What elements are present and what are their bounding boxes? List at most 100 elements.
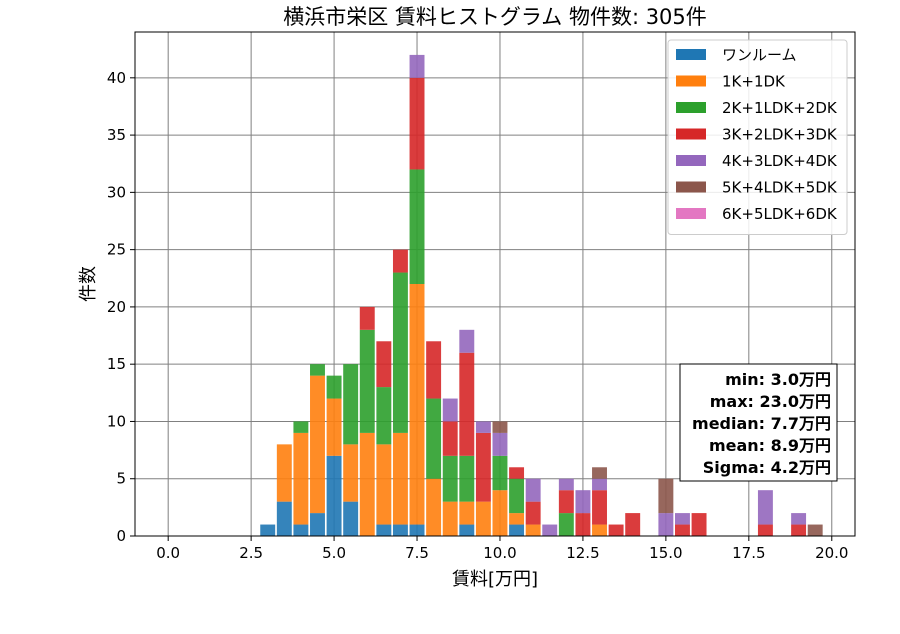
legend-swatch [676, 75, 706, 87]
bar-segment [509, 524, 525, 536]
stats-frame [679, 363, 838, 482]
x-tick-label: 15.0 [649, 544, 682, 562]
bar-segment [409, 54, 425, 78]
legend-swatch [676, 102, 706, 113]
bar-segment [791, 513, 807, 525]
bar-segment [459, 455, 475, 502]
y-tick-label: 20 [107, 298, 126, 316]
bar-segment [376, 444, 392, 525]
bar-segment [310, 375, 325, 514]
stats-line: Sigma: 4.2万円 [703, 458, 831, 477]
bar-segment [492, 455, 508, 491]
bar-segment [359, 432, 375, 536]
bar-segment [260, 524, 276, 536]
bar-segment [409, 524, 425, 536]
legend-swatch [676, 181, 706, 193]
legend-label: 1K+1DK [722, 73, 786, 91]
y-tick-label: 15 [107, 355, 126, 373]
bar-segment [392, 272, 408, 433]
x-tick-label: 12.5 [566, 544, 599, 562]
bar-segment [376, 524, 392, 536]
bar-segment [475, 501, 491, 536]
bar-segment [376, 387, 392, 445]
bar-segment [509, 478, 525, 514]
bar-segment [426, 478, 442, 536]
bar-segment [525, 478, 541, 502]
stats-line: median: 7.7万円 [692, 414, 831, 433]
y-tick-label: 40 [107, 69, 126, 87]
bar-segment [575, 490, 591, 514]
stats-line: min: 3.0万円 [725, 370, 831, 389]
ticks: 0.0 2.5 5.0 7.5 10.0 12.5 15.0 17.5 20.0 0 5 10 15 20… [107, 69, 849, 562]
bar-segment [525, 501, 541, 525]
bar-segment [691, 513, 707, 536]
legend-label: 4K+3LDK+4DK [722, 152, 838, 170]
chart-title: 横浜市栄区 賃料ヒストグラム 物件数: 305件 [283, 5, 707, 29]
legend-swatch [676, 128, 706, 140]
bar-segment [343, 444, 359, 502]
bar-segment [592, 467, 607, 479]
bar-segment [409, 169, 425, 284]
x-tick-label: 0.0 [156, 544, 180, 562]
bar-segment [276, 444, 292, 502]
bars [260, 54, 823, 536]
bar-segment [608, 524, 624, 536]
legend-label: 3K+2LDK+3DK [722, 126, 838, 144]
bar-segment [442, 421, 458, 456]
bar-segment [442, 455, 458, 502]
bar-segment [675, 524, 690, 536]
bar-segment [376, 341, 392, 388]
bar-segment [442, 398, 458, 422]
x-axis-label: 賃料[万円] [452, 569, 538, 590]
bar-segment [293, 421, 309, 433]
y-tick-label: 35 [107, 126, 126, 144]
bar-segment [343, 501, 359, 536]
y-tick-label: 30 [107, 183, 126, 201]
y-tick-label: 5 [116, 470, 126, 488]
stats-line: max: 23.0万円 [710, 392, 831, 411]
bar-segment [326, 398, 342, 456]
legend-label: 2K+1LDK+2DK [722, 99, 838, 117]
bar-segment [592, 490, 607, 525]
bar-segment [525, 524, 541, 536]
bar-segment [542, 524, 558, 536]
legend-label: 5K+4LDK+5DK [722, 179, 838, 197]
bar-segment [426, 398, 442, 479]
bar-segment [442, 501, 458, 536]
x-tick-label: 20.0 [815, 544, 848, 562]
x-tick-label: 17.5 [732, 544, 765, 562]
bar-segment [492, 432, 508, 456]
bar-segment [276, 501, 292, 536]
bar-segment [459, 524, 475, 536]
bar-segment [343, 364, 359, 445]
stats-box: min: 3.0万円 max: 23.0万円 median: 7.7万円 mean: … [679, 363, 838, 482]
x-tick-label: 7.5 [405, 544, 429, 562]
y-tick-label: 25 [107, 241, 126, 259]
bar-segment [310, 513, 325, 536]
bar-segment [492, 490, 508, 536]
bar-segment [409, 284, 425, 525]
bar-segment [558, 478, 574, 491]
legend-label: 6K+5LDK+6DK [722, 205, 838, 223]
legend-label: ワンルーム [722, 46, 797, 64]
bar-segment [392, 432, 408, 525]
bar-segment [658, 513, 674, 536]
legend-swatch [676, 49, 706, 60]
legend-swatch [676, 208, 706, 219]
bar-segment [558, 490, 574, 514]
bar-segment [625, 513, 641, 536]
legend: ワンルーム 1K+1DK 2K+1LDK+2DK 3K+2LDK+3DK 4K+3LDK… [667, 39, 848, 235]
bar-segment [509, 467, 525, 479]
x-tick-label: 2.5 [239, 544, 263, 562]
bar-segment [592, 478, 607, 491]
bar-segment [575, 513, 591, 536]
bar-segment [492, 421, 508, 433]
bar-segment [675, 513, 690, 525]
bar-segment [459, 329, 475, 353]
bar-segment [310, 364, 325, 376]
bar-segment [409, 77, 425, 170]
bar-segment [359, 306, 375, 330]
legend-frame [667, 39, 848, 235]
